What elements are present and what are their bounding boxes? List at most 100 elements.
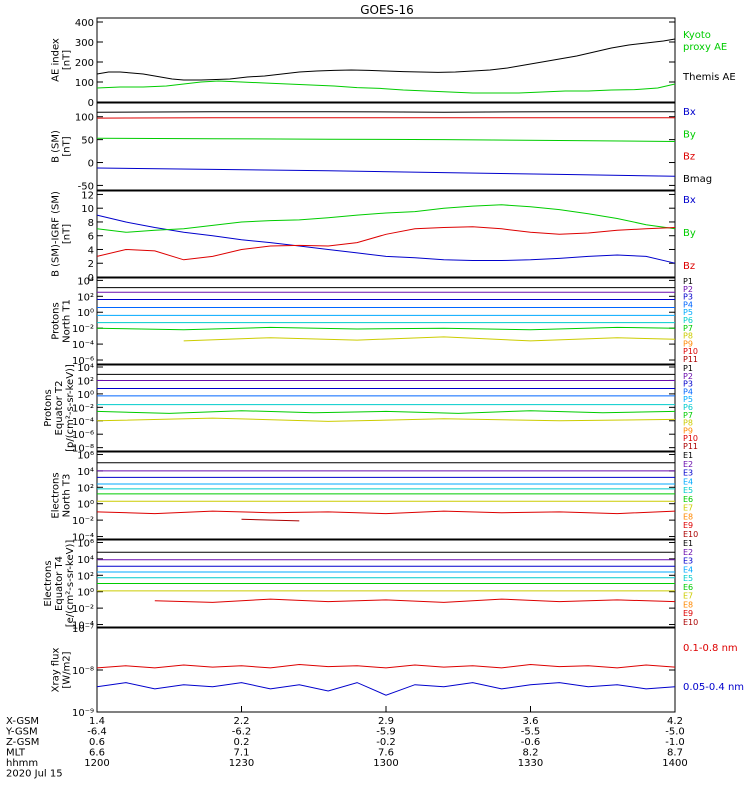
- y-tick-label: 50: [81, 136, 94, 147]
- y-axis-label: [e/(cm²-s-sr-keV)]: [65, 540, 76, 628]
- x-tick-label: -6.4: [87, 727, 107, 738]
- y-axis-label: Equator T2: [54, 381, 65, 436]
- y-axis-label: Protons: [43, 389, 54, 426]
- panel-frame: [97, 452, 675, 539]
- x-tick-label: -5.0: [665, 727, 685, 738]
- series-line: [97, 205, 675, 233]
- legend-entry: E5: [683, 574, 693, 583]
- legend-entry: E4: [683, 565, 693, 574]
- x-tick-label: 1330: [518, 758, 543, 769]
- y-axis-label: [nT]: [62, 224, 73, 244]
- y-tick-label: 10⁻⁷: [72, 624, 94, 635]
- x-tick-label: 3.6: [523, 716, 539, 727]
- x-axis-row-label: Y-GSM: [5, 727, 38, 738]
- y-tick-label: 10²: [77, 292, 94, 303]
- legend-entry: E2: [683, 460, 693, 469]
- legend-entry: E1: [683, 539, 693, 548]
- y-axis-label: North T1: [62, 299, 73, 343]
- y-tick-label: 0: [88, 98, 94, 109]
- y-tick-label: 10⁴: [77, 467, 94, 478]
- y-axis-label: North T3: [62, 474, 73, 518]
- y-tick-label: 10⁴: [77, 555, 94, 566]
- y-axis-label: [p/(cm²-s-sr-keV)]: [65, 364, 76, 452]
- x-axis-row-label: MLT: [6, 748, 26, 759]
- y-tick-label: 10⁻⁸: [72, 666, 94, 677]
- legend-entry: E9: [683, 521, 693, 530]
- legend-entry: Themis AE: [682, 72, 736, 83]
- legend-entry: E10: [683, 530, 698, 539]
- x-tick-label: 1.4: [89, 716, 105, 727]
- legend-entry: E2: [683, 548, 693, 557]
- legend-entry: E1: [683, 451, 693, 460]
- chart-title: GOES-16: [360, 3, 414, 17]
- legend-entry: 0.1-0.8 nm: [683, 643, 738, 654]
- y-tick-label: 8: [88, 218, 94, 229]
- series-line: [97, 81, 675, 93]
- series-line: [97, 683, 675, 696]
- y-tick-label: 10⁴: [77, 276, 94, 287]
- x-tick-label: 7.1: [234, 748, 250, 759]
- x-tick-label: 1400: [662, 758, 687, 769]
- legend-entry: E3: [683, 557, 693, 566]
- y-tick-label: 12: [81, 190, 94, 201]
- x-axis-row-label: X-GSM: [6, 716, 39, 727]
- x-tick-label: -0.6: [521, 737, 541, 748]
- series-line: [97, 138, 675, 141]
- y-tick-label: 100: [75, 78, 94, 89]
- legend-entry: Bx: [683, 195, 696, 206]
- y-tick-label: 10⁰: [77, 588, 94, 599]
- series-line: [97, 411, 675, 414]
- y-tick-label: 10⁰: [77, 390, 94, 401]
- legend-entry: Kyoto: [683, 30, 711, 41]
- x-tick-label: 8.2: [523, 748, 539, 759]
- x-axis-row-label: Z-GSM: [6, 737, 39, 748]
- y-tick-label: 2: [88, 259, 94, 270]
- x-tick-label: -0.2: [376, 737, 396, 748]
- x-tick-label: 1200: [84, 758, 109, 769]
- series-line: [97, 112, 675, 113]
- y-axis-label: B (SM): [51, 130, 62, 163]
- x-tick-label: 7.6: [378, 748, 394, 759]
- legend-entry: E10: [683, 618, 698, 627]
- x-tick-label: 1230: [229, 758, 254, 769]
- legend-entry: proxy AE: [683, 42, 727, 53]
- series-line: [97, 215, 675, 263]
- series-line: [97, 327, 675, 329]
- y-tick-label: 10⁶: [77, 538, 94, 549]
- y-tick-label: 10: [81, 204, 94, 215]
- y-axis-label: B (SM)-IGRF (SM): [51, 191, 62, 277]
- y-tick-label: 6: [88, 232, 94, 243]
- y-tick-label: 10⁰: [77, 500, 94, 511]
- legend-entry: By: [683, 228, 696, 239]
- legend-entry: Bmag: [683, 174, 712, 185]
- y-tick-label: 10⁴: [77, 363, 94, 374]
- legend-entry: E7: [683, 504, 693, 513]
- y-tick-label: 300: [75, 38, 94, 49]
- y-tick-label: 200: [75, 58, 94, 69]
- legend-entry: E5: [683, 486, 693, 495]
- y-tick-label: 0: [88, 159, 94, 170]
- legend-entry: E9: [683, 609, 693, 618]
- legend-entry: P11: [683, 442, 698, 451]
- series-line: [97, 511, 675, 513]
- series-line: [97, 418, 675, 421]
- panel-frame: [97, 628, 675, 712]
- legend-entry: Bx: [683, 107, 696, 118]
- y-axis-label: Equator T4: [54, 556, 65, 611]
- series-line: [97, 39, 675, 80]
- y-axis-label: Electrons: [51, 472, 62, 518]
- legend-entry: Bz: [683, 261, 695, 272]
- x-axis-row-label: 2020 Jul 15: [6, 769, 63, 780]
- y-tick-label: 10²: [77, 483, 94, 494]
- x-tick-label: 4.2: [667, 716, 683, 727]
- panel-frame: [97, 18, 675, 102]
- panel-frame: [97, 278, 675, 364]
- y-tick-label: 10⁻²: [72, 516, 94, 527]
- x-tick-label: 0.2: [234, 737, 250, 748]
- y-tick-label: 4: [88, 245, 94, 256]
- y-axis-label: [nT]: [62, 50, 73, 70]
- series-line: [184, 337, 675, 341]
- y-axis-label: [nT]: [62, 136, 73, 156]
- legend-entry: 0.05-0.4 nm: [683, 682, 744, 693]
